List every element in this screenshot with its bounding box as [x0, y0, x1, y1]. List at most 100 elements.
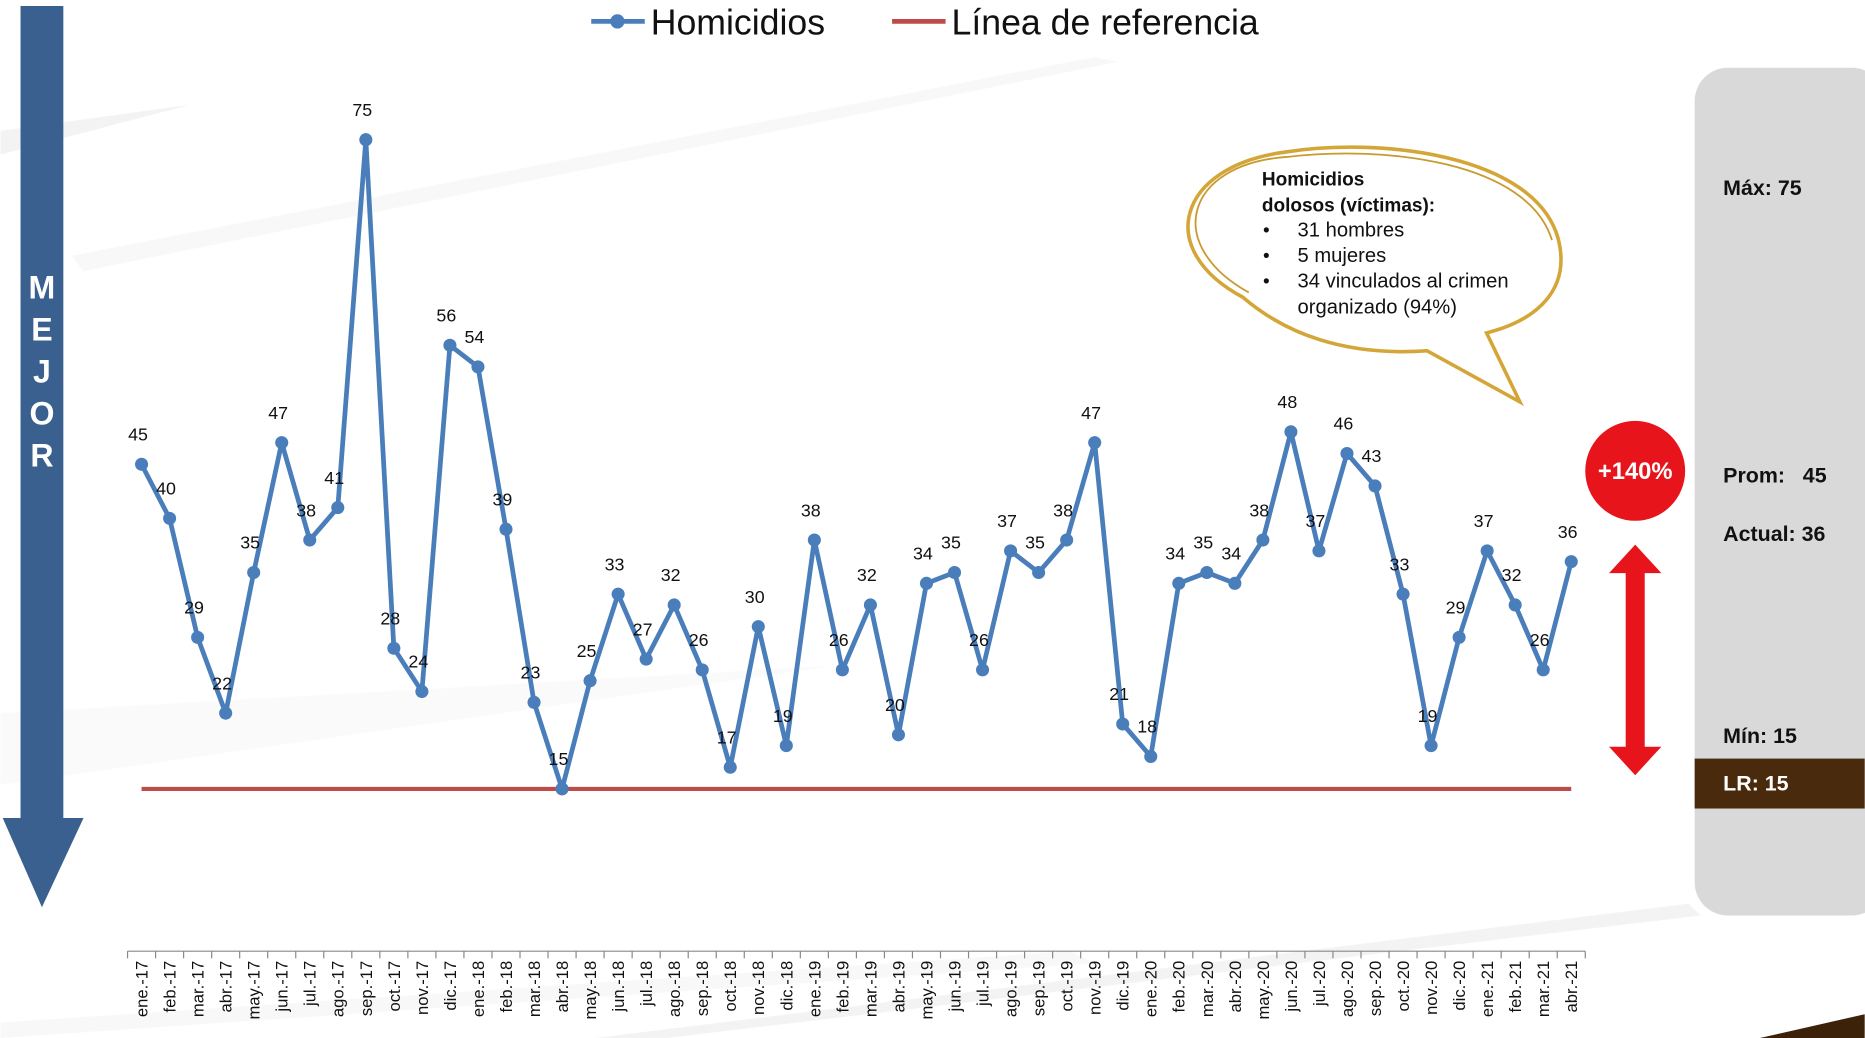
data-label: 34	[1165, 544, 1185, 564]
point	[443, 338, 457, 352]
x-tick-label: feb.-21	[1506, 961, 1525, 1013]
x-tick-label: ene.-21	[1478, 961, 1497, 1017]
x-tick-label: mar.-20	[1198, 961, 1217, 1017]
point	[471, 360, 485, 374]
point	[359, 133, 373, 147]
point	[555, 782, 569, 796]
callout-title: Homicidios	[1262, 169, 1365, 190]
x-tick-label: ene.-17	[133, 961, 152, 1017]
x-tick-label: sep.-18	[693, 961, 712, 1016]
point	[1564, 555, 1578, 569]
x-tick-label: ene.-20	[1142, 961, 1161, 1017]
point	[247, 565, 261, 580]
x-tick-label: sep.-17	[357, 961, 376, 1016]
point	[527, 695, 541, 709]
point	[1312, 544, 1326, 558]
point	[1340, 446, 1354, 461]
data-label: 40	[156, 479, 176, 499]
point	[1004, 544, 1018, 558]
x-tick-label: jun.-17	[273, 961, 292, 1013]
point	[331, 501, 345, 515]
x-tick-label: jul.-18	[637, 961, 656, 1007]
x-tick-label: abr.-20	[1226, 961, 1245, 1013]
point	[1032, 565, 1046, 580]
legend-label: Homicidios	[651, 2, 825, 42]
change-indicator: +140%	[1585, 420, 1686, 776]
point	[275, 436, 289, 450]
x-tick-label: mar.-19	[861, 961, 880, 1017]
change-badge: +140%	[1598, 458, 1673, 485]
data-label: 27	[633, 619, 653, 639]
data-label: 26	[1530, 630, 1550, 650]
data-label: 45	[128, 425, 148, 445]
x-tick-label: abr.-18	[553, 961, 572, 1013]
data-label: 47	[1081, 403, 1101, 423]
x-tick-label: jun.-19	[945, 961, 964, 1013]
point	[1396, 587, 1410, 601]
data-label: 38	[296, 500, 316, 520]
data-label: 26	[689, 630, 709, 650]
x-tick-label: dic.-19	[1114, 961, 1133, 1011]
legend-marker	[610, 14, 625, 29]
data-label: 37	[1474, 511, 1494, 531]
point	[415, 684, 429, 699]
stat-min: Mín: 15	[1723, 724, 1797, 748]
point	[976, 663, 990, 677]
data-label: 34	[913, 544, 933, 564]
point	[387, 641, 401, 655]
data-label: 18	[1137, 717, 1157, 737]
point	[1256, 533, 1270, 547]
callout-bullet: 31 hombres	[1298, 220, 1405, 242]
stat-avg: Prom: 45	[1723, 464, 1827, 488]
point	[723, 760, 737, 774]
data-label: 26	[969, 630, 989, 650]
x-tick-label: ene.-19	[805, 961, 824, 1017]
point	[891, 728, 905, 742]
data-label: 35	[1025, 533, 1045, 553]
x-tick-label: nov.-17	[413, 961, 432, 1015]
data-label: 26	[829, 630, 849, 650]
x-tick-label: may.-17	[245, 961, 264, 1020]
point	[1284, 425, 1298, 439]
point	[1144, 749, 1158, 763]
data-label: 54	[464, 327, 484, 347]
data-label: 37	[1305, 511, 1325, 531]
data-label: 38	[1249, 500, 1269, 520]
point	[639, 652, 653, 666]
point	[1200, 565, 1214, 580]
x-tick-label: abr.-19	[889, 961, 908, 1013]
better-arrow: MEJOR	[2, 5, 84, 908]
point	[611, 587, 625, 601]
data-label: 32	[661, 565, 681, 585]
data-label: 39	[493, 489, 513, 509]
callout-bullet: 5 mujeres	[1298, 245, 1387, 267]
data-label: 19	[773, 706, 793, 726]
data-label: 21	[1109, 684, 1129, 704]
data-label: 15	[549, 749, 569, 769]
callout-bullet: 34 vinculados al crimen	[1298, 271, 1509, 293]
data-label: 24	[408, 652, 428, 672]
data-label: 32	[857, 565, 877, 585]
data-label: 38	[801, 500, 821, 520]
x-tick-label: feb.-18	[497, 961, 516, 1013]
point	[779, 739, 793, 753]
x-tick-label: jun.-20	[1282, 961, 1301, 1013]
x-tick-label: oct.-18	[721, 961, 740, 1012]
x-tick-label: nov.-19	[1086, 961, 1105, 1015]
x-tick-label: nov.-20	[1422, 961, 1441, 1015]
x-tick-label: dic.-20	[1450, 961, 1469, 1011]
callout: Homicidios dolosos (víctimas): • 31 hombr…	[1186, 145, 1563, 407]
point	[751, 620, 765, 634]
point	[695, 663, 709, 677]
x-tick-label: mar.-21	[1534, 961, 1553, 1017]
point	[863, 598, 877, 612]
data-label: 29	[1446, 598, 1466, 618]
point	[1088, 436, 1102, 450]
point	[1228, 576, 1242, 590]
point	[919, 576, 934, 590]
data-label: 56	[436, 306, 456, 326]
bullet-dot: •	[1263, 221, 1270, 242]
x-tick-label: ene.-18	[469, 961, 488, 1017]
data-label: 17	[717, 727, 737, 747]
x-tick-label: abr.-17	[217, 961, 236, 1013]
